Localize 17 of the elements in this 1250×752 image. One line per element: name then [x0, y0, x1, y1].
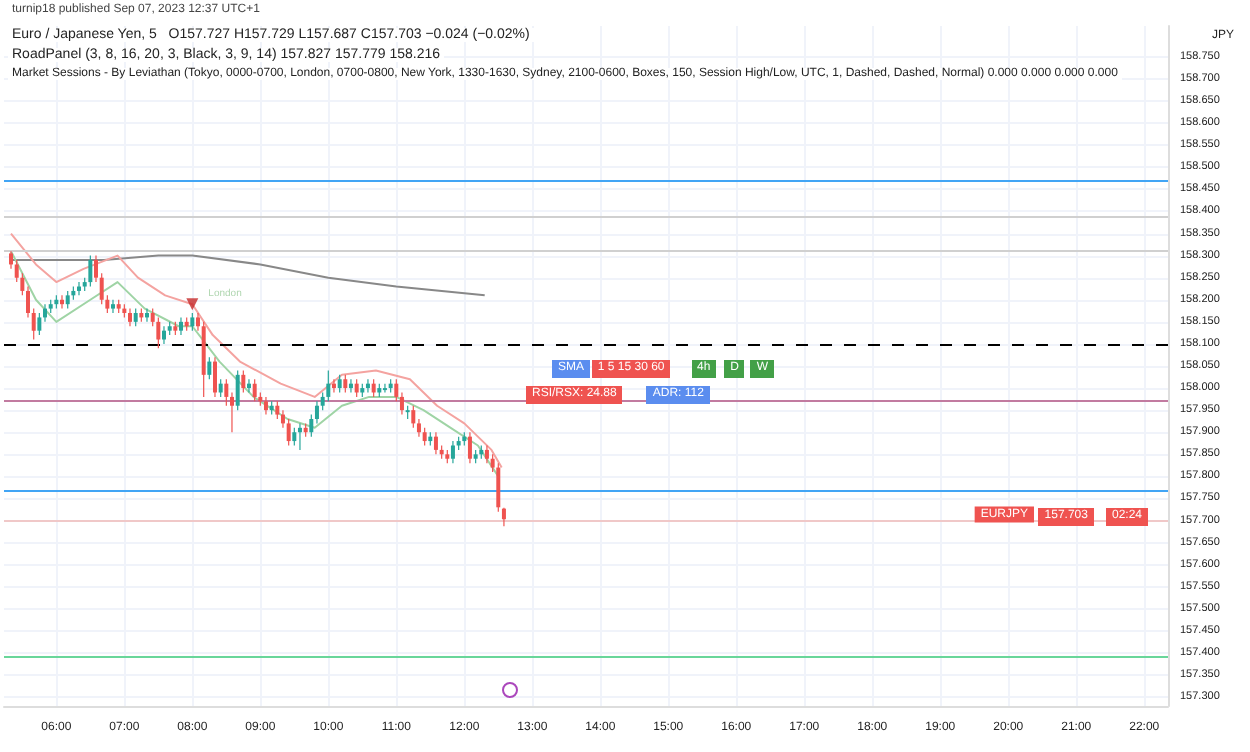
candlestick — [212, 356, 217, 398]
candlestick — [467, 431, 472, 464]
candlestick — [88, 255, 93, 288]
candlestick — [207, 356, 212, 380]
candlestick — [433, 431, 438, 455]
candlestick — [286, 418, 291, 447]
candlestick — [326, 369, 331, 402]
candlestick — [156, 316, 161, 349]
candlestick — [450, 440, 455, 464]
candlestick — [241, 369, 246, 394]
candlestick — [37, 312, 42, 336]
candlestick — [235, 369, 240, 411]
candlestick — [411, 405, 416, 429]
line-series — [10, 254, 486, 297]
candlestick — [252, 378, 257, 402]
candlestick — [496, 462, 501, 513]
candlestick — [110, 299, 115, 314]
